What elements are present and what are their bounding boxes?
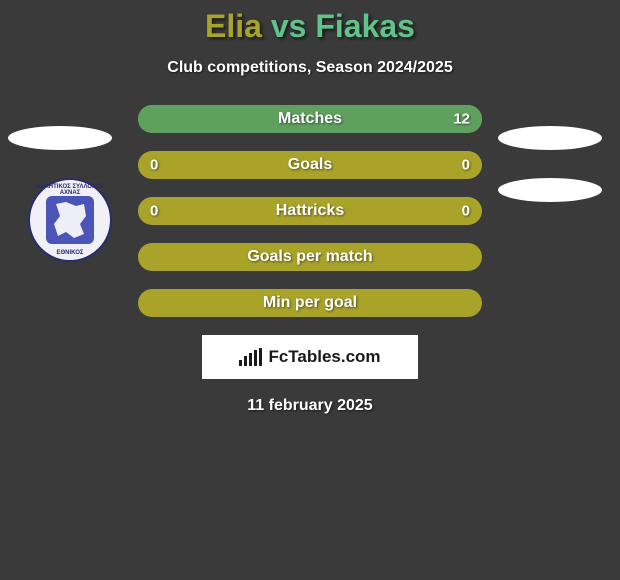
stats-list: Matches 12 0 Goals 0 0 Hattricks 0 Goals per mat… (0, 105, 620, 317)
stat-label: Goals (288, 156, 332, 174)
vs-label: vs (271, 8, 307, 44)
stat-value-left: 0 (150, 157, 158, 174)
stat-row: 0 Goals 0 (138, 151, 482, 179)
stat-label: Matches (278, 110, 342, 128)
player1-name: Elia (205, 8, 262, 44)
comparison-title: Elia vs Fiakas (0, 8, 620, 45)
subtitle: Club competitions, Season 2024/2025 (0, 59, 620, 77)
stat-row: Min per goal (138, 289, 482, 317)
stat-value-right: 0 (462, 157, 470, 174)
stat-label: Hattricks (276, 202, 344, 220)
brand-text: FcTables.com (268, 347, 380, 367)
stat-row: Goals per match (138, 243, 482, 271)
date-text: 11 february 2025 (0, 397, 620, 415)
bars-icon (239, 348, 262, 366)
stat-row: Matches 12 (138, 105, 482, 133)
stat-value-right: 0 (462, 203, 470, 220)
player2-name: Fiakas (315, 8, 415, 44)
stat-label: Goals per match (247, 248, 372, 266)
stat-value-right: 12 (453, 111, 470, 128)
stat-row: 0 Hattricks 0 (138, 197, 482, 225)
stat-label: Min per goal (263, 294, 357, 312)
infographic-card: Elia vs Fiakas Club competitions, Season… (0, 0, 620, 415)
stat-value-left: 0 (150, 203, 158, 220)
brand-box: FcTables.com (202, 335, 418, 379)
